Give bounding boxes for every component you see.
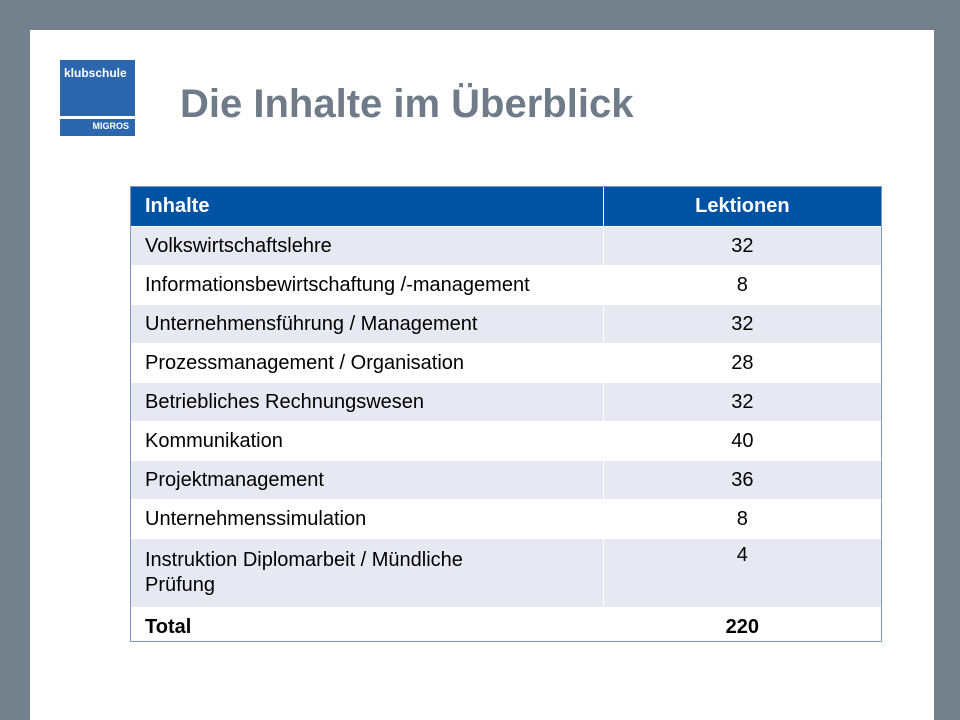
column-header-content: Inhalte xyxy=(130,186,604,227)
klubschule-migros-logo: klubschule MIGROS xyxy=(60,60,135,136)
row-lessons: 32 xyxy=(602,226,883,266)
row-lessons: 36 xyxy=(602,460,883,500)
row-content: Instruktion Diplomarbeit / Mündliche Prü… xyxy=(130,538,604,608)
slide: klubschule MIGROS Die Inhalte im Überbli… xyxy=(30,30,934,720)
row-lessons: 28 xyxy=(602,343,883,383)
table-row: Kommunikation 40 xyxy=(130,421,883,461)
logo-sub-text: MIGROS xyxy=(92,121,129,131)
column-header-lessons: Lektionen xyxy=(602,186,883,227)
table-header-row: Inhalte Lektionen xyxy=(130,186,883,227)
logo-brand-text: klubschule xyxy=(64,66,127,80)
row-lessons: 40 xyxy=(602,421,883,461)
logo-divider xyxy=(60,116,135,119)
row-content: Prozessmanagement / Organisation xyxy=(130,343,604,383)
table-total-row: Total 220 xyxy=(130,607,883,647)
total-label: Total xyxy=(130,607,604,647)
table-row: Instruktion Diplomarbeit / Mündliche Prü… xyxy=(130,538,883,608)
row-lessons: 4 xyxy=(602,538,883,608)
row-content: Volkswirtschaftslehre xyxy=(130,226,604,266)
content-table: Inhalte Lektionen Volkswirtschaftslehre … xyxy=(130,186,883,647)
row-content: Projektmanagement xyxy=(130,460,604,500)
table-row: Volkswirtschaftslehre 32 xyxy=(130,226,883,266)
row-content: Betriebliches Rechnungswesen xyxy=(130,382,604,422)
logo-top-block: klubschule xyxy=(60,60,135,116)
table-row: Unternehmenssimulation 8 xyxy=(130,499,883,539)
table-row: Unternehmensführung / Management 32 xyxy=(130,304,883,344)
row-content-text: Instruktion Diplomarbeit / Mündliche Prü… xyxy=(145,549,463,596)
table-row: Informationsbewirtschaftung /-management… xyxy=(130,265,883,305)
table-row: Prozessmanagement / Organisation 28 xyxy=(130,343,883,383)
logo-bottom-block: MIGROS xyxy=(60,119,135,136)
row-lessons: 8 xyxy=(602,499,883,539)
row-content: Kommunikation xyxy=(130,421,604,461)
table-row: Projektmanagement 36 xyxy=(130,460,883,500)
row-content: Informationsbewirtschaftung /-management xyxy=(130,265,604,305)
row-content: Unternehmenssimulation xyxy=(130,499,604,539)
table-row: Betriebliches Rechnungswesen 32 xyxy=(130,382,883,422)
row-lessons: 32 xyxy=(602,382,883,422)
row-lessons: 8 xyxy=(602,265,883,305)
slide-title: Die Inhalte im Überblick xyxy=(180,82,634,126)
row-content: Unternehmensführung / Management xyxy=(130,304,604,344)
row-lessons: 32 xyxy=(602,304,883,344)
total-lessons: 220 xyxy=(602,607,883,647)
